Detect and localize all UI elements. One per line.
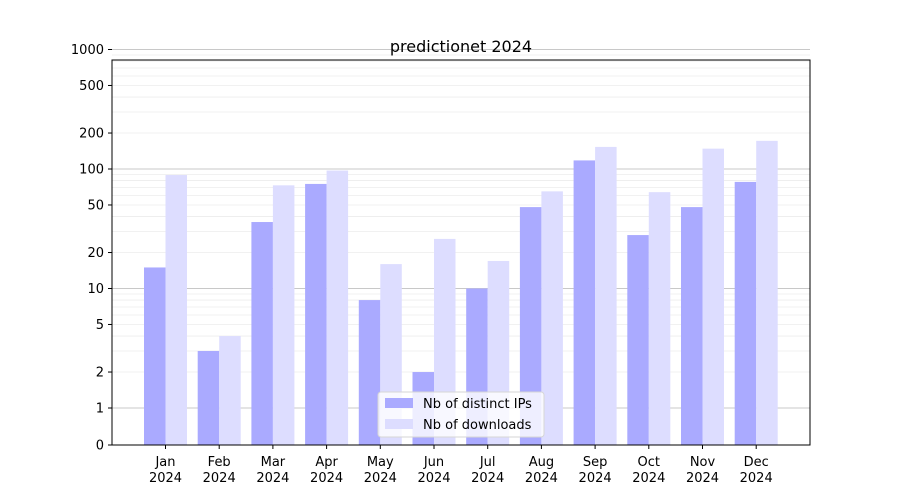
bar-downloads: [756, 140, 778, 445]
bar-downloads: [648, 192, 671, 445]
y-tick-label: 20: [87, 246, 104, 261]
x-tick-label-year: 2024: [632, 471, 665, 486]
y-tick-label: 1000: [71, 43, 104, 58]
x-tick-label-year: 2024: [310, 471, 343, 486]
x-tick-label-month: May: [367, 455, 394, 470]
chart-title: predictionet 2024: [390, 37, 532, 56]
bar-distinct-ips: [734, 181, 757, 445]
x-tick-label-month: Jan: [154, 455, 175, 470]
y-tick-label: 1: [96, 402, 104, 417]
x-tick-label-month: Mar: [261, 455, 286, 470]
bar-downloads: [326, 170, 349, 445]
bar-downloads: [595, 146, 617, 445]
bar-distinct-ips: [519, 207, 542, 445]
x-tick-label-month: Jun: [423, 455, 444, 470]
legend-box: [377, 391, 545, 438]
bars: [144, 140, 778, 445]
y-tick-label: 200: [79, 127, 104, 142]
bar-distinct-ips: [197, 350, 220, 445]
bar-downloads: [219, 336, 241, 445]
x-tick-label-year: 2024: [364, 471, 397, 486]
legend-label: Nb of downloads: [423, 418, 532, 433]
bar-downloads: [702, 148, 724, 445]
y-tick-label: 2: [96, 366, 104, 381]
x-tick-label-year: 2024: [579, 471, 612, 486]
y-tick-label: 50: [87, 198, 104, 213]
bar-distinct-ips: [573, 160, 596, 445]
x-tick-label-year: 2024: [525, 471, 558, 486]
legend-label: Nb of distinct IPs: [423, 397, 532, 412]
legend: Nb of distinct IPs Nb of downloads: [377, 391, 545, 438]
y-tick-label: 500: [79, 79, 104, 94]
y-tick-label: 5: [96, 318, 104, 333]
x-tick-label-year: 2024: [686, 471, 719, 486]
bar-distinct-ips: [305, 183, 327, 445]
x-tick-label-month: Apr: [315, 455, 338, 470]
x-tick-label-year: 2024: [740, 471, 773, 486]
y-tick-label: 100: [79, 163, 104, 178]
x-axis: Jan2024Feb2024Mar2024Apr2024May2024Jun20…: [149, 445, 773, 486]
x-tick-label-year: 2024: [471, 471, 504, 486]
bar-distinct-ips: [627, 235, 649, 445]
bar-distinct-ips: [144, 267, 166, 445]
x-tick-label-year: 2024: [203, 471, 236, 486]
x-tick-label-month: Dec: [744, 455, 769, 470]
x-tick-label-month: Feb: [208, 455, 231, 470]
x-tick-label-year: 2024: [256, 471, 289, 486]
x-tick-label-month: Oct: [638, 455, 660, 470]
bar-downloads: [541, 191, 563, 445]
legend-swatch: [385, 398, 413, 408]
bar-distinct-ips: [251, 222, 273, 445]
legend-swatch: [385, 419, 413, 429]
bar-downloads: [272, 185, 295, 445]
x-tick-label-month: Aug: [529, 455, 554, 470]
y-tick-label: 10: [87, 282, 104, 297]
bar-distinct-ips: [358, 300, 381, 445]
x-tick-label-year: 2024: [149, 471, 182, 486]
bar-distinct-ips: [681, 207, 703, 445]
bar-downloads: [165, 175, 187, 445]
y-axis: 0 1 2 5 10 20 50 100 200 500 1000: [71, 43, 112, 454]
y-tick-label: 0: [96, 439, 104, 454]
x-tick-label-year: 2024: [417, 471, 450, 486]
x-tick-label-month: Jul: [479, 455, 496, 470]
x-tick-label-month: Nov: [690, 455, 716, 470]
x-tick-label-month: Sep: [583, 455, 608, 470]
